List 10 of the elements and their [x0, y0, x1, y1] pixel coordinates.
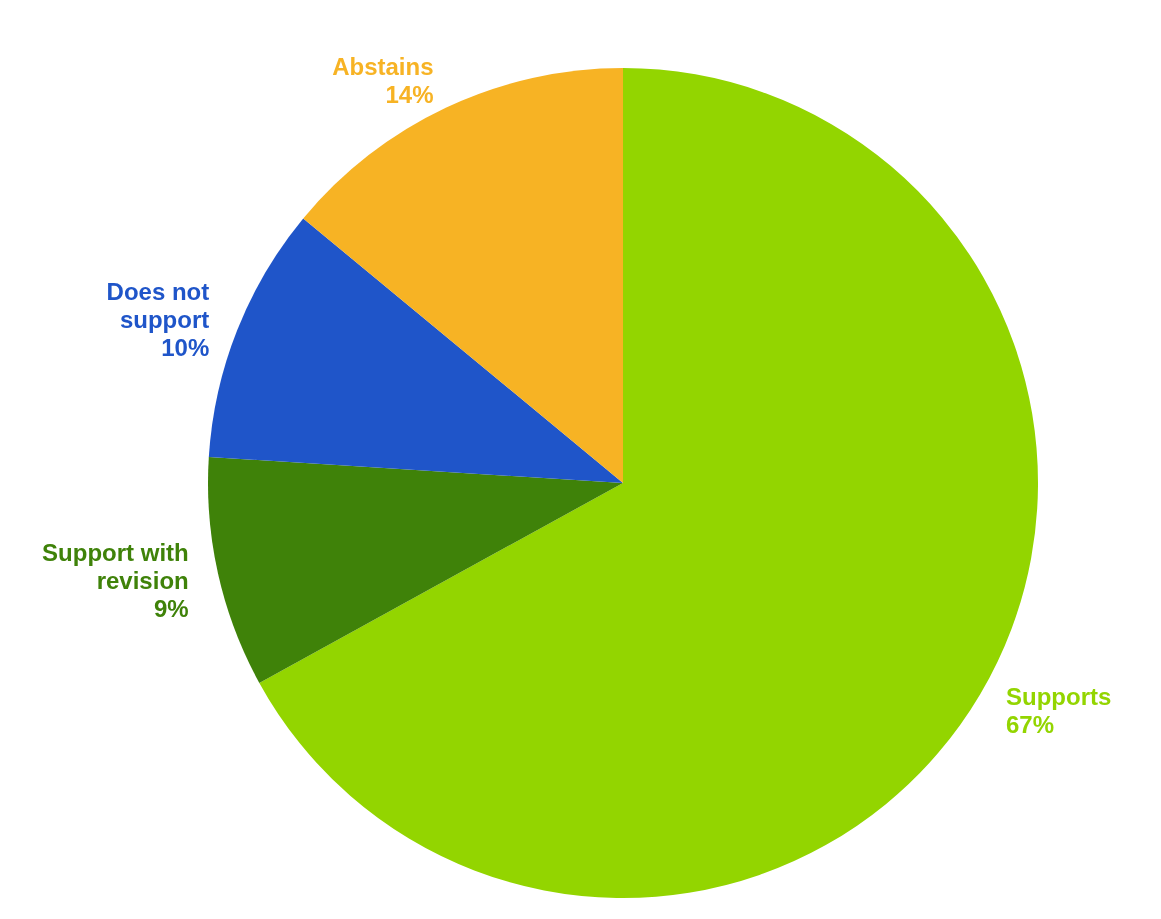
data-label: 9% [154, 594, 189, 622]
slice-label: Supports [1006, 682, 1112, 710]
slice-label: Support with revision [42, 538, 189, 594]
pie-slice [208, 218, 623, 483]
slice-label: Abstains [332, 52, 434, 80]
pie-slice [208, 456, 623, 683]
slice-label: Does not support [106, 277, 210, 333]
data-label: 67% [1006, 710, 1055, 738]
data-label: 14% [385, 80, 434, 108]
data-label: 10% [161, 333, 210, 361]
